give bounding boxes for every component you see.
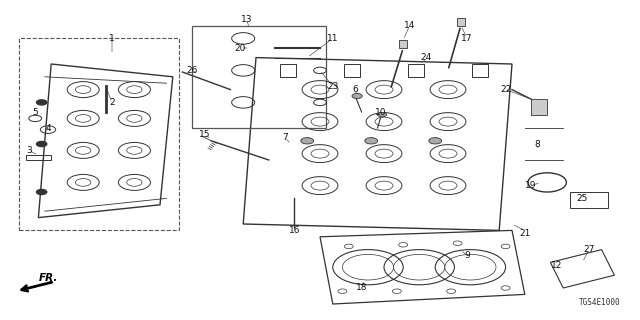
Text: 6: 6	[353, 85, 358, 94]
Text: 9: 9	[465, 252, 470, 260]
Bar	[344, 64, 360, 77]
Text: 11: 11	[327, 34, 339, 43]
Circle shape	[378, 112, 387, 117]
Circle shape	[301, 138, 314, 144]
Text: 23: 23	[327, 82, 339, 91]
Text: 22: 22	[500, 85, 511, 94]
Text: 2: 2	[109, 98, 115, 107]
Bar	[408, 64, 424, 77]
Text: 20: 20	[234, 44, 246, 52]
Text: 21: 21	[519, 229, 531, 238]
Text: 1: 1	[109, 34, 115, 43]
Text: FR.: FR.	[38, 273, 58, 283]
Text: 12: 12	[551, 261, 563, 270]
Text: 14: 14	[404, 21, 415, 30]
Text: 19: 19	[525, 181, 537, 190]
Text: 16: 16	[289, 226, 300, 235]
Text: 4: 4	[45, 124, 51, 132]
Bar	[570, 192, 608, 208]
Bar	[26, 155, 51, 160]
Circle shape	[36, 189, 47, 195]
Text: TGS4E1000: TGS4E1000	[579, 298, 621, 307]
Text: 10: 10	[375, 108, 387, 116]
Text: 3: 3	[26, 146, 31, 155]
Text: 5: 5	[33, 108, 38, 116]
Text: 17: 17	[461, 34, 473, 43]
Text: 13: 13	[241, 15, 252, 24]
Bar	[280, 64, 296, 77]
Circle shape	[36, 100, 47, 105]
Circle shape	[429, 138, 442, 144]
Bar	[457, 18, 465, 26]
Circle shape	[36, 141, 47, 147]
Text: 27: 27	[583, 245, 595, 254]
Text: 8: 8	[535, 140, 540, 148]
Bar	[399, 40, 407, 48]
Text: 25: 25	[577, 194, 588, 203]
Text: 18: 18	[356, 284, 367, 292]
Bar	[472, 64, 488, 77]
Circle shape	[365, 138, 378, 144]
Text: 26: 26	[186, 66, 198, 75]
Bar	[531, 99, 547, 115]
Text: 24: 24	[420, 53, 431, 62]
Text: 15: 15	[199, 130, 211, 139]
Text: 7: 7	[282, 133, 287, 142]
Circle shape	[352, 93, 362, 99]
